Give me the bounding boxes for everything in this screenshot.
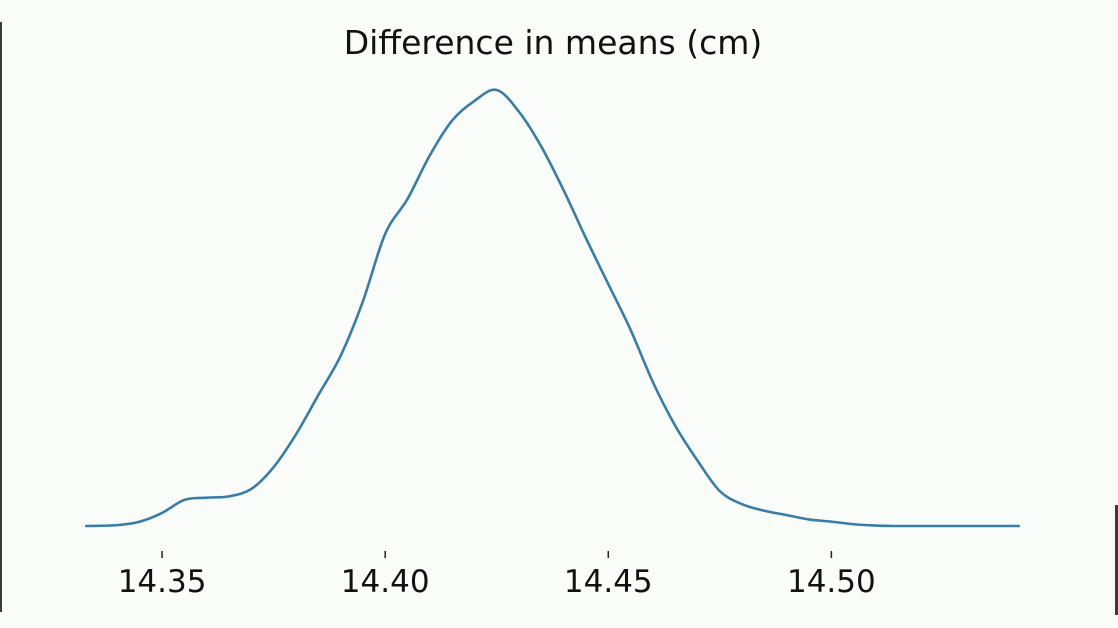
x-tick-label: 14.35 bbox=[118, 564, 207, 600]
density-curve bbox=[84, 88, 1021, 528]
right-frame-edge bbox=[1115, 505, 1118, 615]
x-tick-label: 14.40 bbox=[341, 564, 430, 600]
left-frame-edge bbox=[0, 22, 2, 612]
x-axis-ticks: 14.35 14.40 14.45 14.50 bbox=[118, 551, 876, 600]
series-layer bbox=[84, 88, 1021, 528]
x-tick-label: 14.45 bbox=[564, 564, 653, 600]
x-tick-label: 14.50 bbox=[787, 564, 876, 600]
chart-title: Difference in means (cm) bbox=[344, 23, 763, 62]
